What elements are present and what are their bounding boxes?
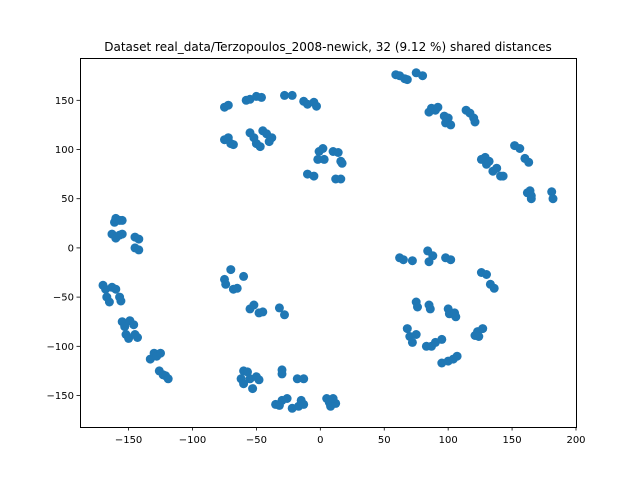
points-layer [98,68,558,413]
data-point [333,148,343,157]
chart-title: Dataset real_data/Terzopoulos_2008-newic… [104,40,552,54]
data-point [257,92,266,102]
x-tick-label: 50 [378,435,391,446]
data-point [255,142,265,152]
axes-frame [80,58,577,428]
data-point [547,187,557,197]
y-tick-label: 100 [55,145,74,156]
data-point [413,302,422,312]
data-point [120,322,130,332]
data-point [418,71,428,81]
data-point [267,133,277,143]
y-tick-label: 0 [68,243,74,254]
data-point [398,255,408,265]
data-point [484,156,494,166]
data-point [156,348,165,358]
data-point [407,256,417,266]
data-point [309,171,319,181]
data-point [402,75,412,85]
data-point [411,330,421,339]
data-point [134,234,144,244]
data-point [232,283,242,293]
data-point [280,90,289,100]
data-point [223,100,233,110]
data-point [524,157,534,167]
data-point [274,400,284,410]
data-point [221,279,231,289]
y-tick-label: −100 [47,342,74,353]
data-point [134,245,144,255]
data-point [258,307,268,317]
data-point [277,369,287,379]
data-point [312,101,321,111]
data-point [328,394,338,403]
data-point [337,158,347,168]
data-point [433,102,443,112]
data-point [489,283,499,293]
x-tick-label: −150 [115,435,142,446]
data-point [129,320,139,330]
data-point [282,394,292,403]
data-point [451,312,461,322]
y-tick-label: 150 [55,96,74,107]
data-point [254,375,264,385]
data-point [248,384,258,394]
data-point [280,310,289,320]
data-point [239,379,249,389]
data-point [163,374,173,384]
data-point [470,117,480,127]
data-point [116,296,126,306]
data-point [478,324,488,334]
data-point [292,374,302,384]
y-tick-label: −150 [47,391,74,402]
data-point [425,304,435,314]
ticks-layer: −150 −100 −50 0 50 100 150 200 −150 −100 −50 0 50 100… [47,96,586,446]
data-point [424,257,434,267]
data-point [446,255,456,265]
data-point [111,284,121,294]
y-tick-label: −50 [53,293,74,304]
data-point [133,333,142,342]
data-point [336,174,346,184]
data-point [274,303,284,313]
data-point [319,154,329,164]
data-point [437,334,447,344]
data-point [287,90,297,100]
x-tick-label: −100 [179,435,206,446]
data-point [498,171,508,181]
data-point [515,144,525,153]
data-point [313,154,323,164]
data-point [452,351,462,361]
x-tick-label: 200 [566,435,585,446]
x-tick-label: 100 [439,435,458,446]
data-point [482,270,491,279]
data-point [104,297,114,307]
data-point [228,140,238,150]
data-point [226,265,236,275]
data-point [117,229,127,239]
data-point [117,215,127,225]
data-point [407,337,417,347]
data-point [318,144,328,153]
data-point [526,191,536,201]
data-point [299,374,309,384]
x-tick-label: 0 [317,435,323,446]
data-point [492,163,502,173]
data-point [446,120,456,130]
data-point [243,367,252,377]
data-point [239,271,249,281]
x-tick-label: 150 [503,435,522,446]
data-point [548,194,558,204]
data-point [299,399,309,409]
y-tick-label: 50 [61,194,74,205]
data-point [402,324,412,334]
x-tick-label: −50 [246,435,267,446]
data-point [249,300,259,310]
data-point [474,332,484,341]
